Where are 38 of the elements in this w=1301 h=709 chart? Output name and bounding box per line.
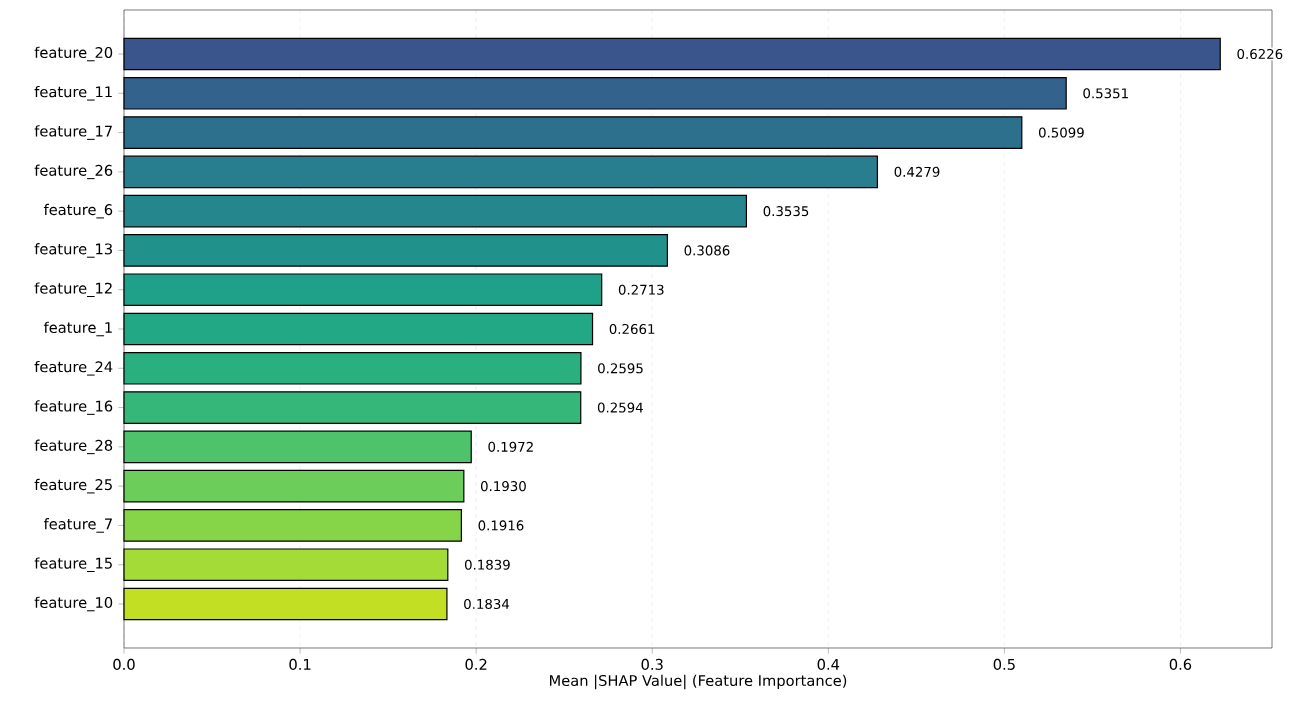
data-label: 0.1972 bbox=[488, 441, 533, 452]
y-tick-label: feature_16 bbox=[34, 400, 113, 415]
x-tick-label: 0.3 bbox=[641, 658, 663, 670]
y-tick-label: feature_28 bbox=[34, 439, 113, 455]
data-label: 0.5351 bbox=[1083, 88, 1128, 99]
data-label: 0.2595 bbox=[598, 363, 643, 374]
y-tick-label: feature_10 bbox=[34, 596, 113, 612]
x-tick-label: 0.0 bbox=[113, 658, 135, 670]
x-axis-title: Mean |SHAP Value| (Feature Importance) bbox=[550, 674, 847, 690]
data-label: 0.1839 bbox=[464, 559, 510, 570]
y-tick-label: feature_20 bbox=[34, 46, 113, 62]
data-label: 0.5099 bbox=[1038, 127, 1084, 138]
y-tick-label: feature_1 bbox=[43, 321, 112, 337]
y-tick-label: feature_7 bbox=[43, 518, 112, 533]
data-label: 0.1930 bbox=[480, 481, 526, 492]
data-label: 0.1916 bbox=[478, 520, 524, 531]
data-label: 0.3086 bbox=[684, 245, 730, 256]
data-label: 0.2661 bbox=[609, 323, 655, 335]
y-tick-label: feature_11 bbox=[34, 85, 112, 101]
x-tick-label: 0.5 bbox=[993, 658, 1015, 670]
data-label: 0.3535 bbox=[763, 206, 809, 217]
data-label: 0.1834 bbox=[464, 598, 510, 610]
data-label: 0.2594 bbox=[597, 402, 643, 413]
y-tick-label: feature_15 bbox=[34, 557, 112, 572]
y-tick-label: feature_6 bbox=[43, 203, 113, 219]
y-tick-label: feature_17 bbox=[34, 125, 112, 140]
data-label: 0.4279 bbox=[894, 166, 940, 177]
x-tick-label: 0.6 bbox=[1169, 658, 1192, 670]
x-tick-label: 0.1 bbox=[289, 658, 311, 670]
y-tick-label: feature_13 bbox=[34, 243, 112, 258]
x-tick-label: 0.4 bbox=[817, 658, 840, 670]
y-tick-label: feature_26 bbox=[34, 164, 113, 180]
y-tick-label: feature_25 bbox=[34, 478, 112, 494]
x-tick-label: 0.2 bbox=[465, 658, 487, 670]
data-label: 0.6226 bbox=[1237, 48, 1283, 60]
y-tick-label: feature_24 bbox=[34, 360, 113, 376]
y-tick-label: feature_12 bbox=[34, 282, 112, 297]
data-label: 0.2713 bbox=[618, 284, 664, 295]
